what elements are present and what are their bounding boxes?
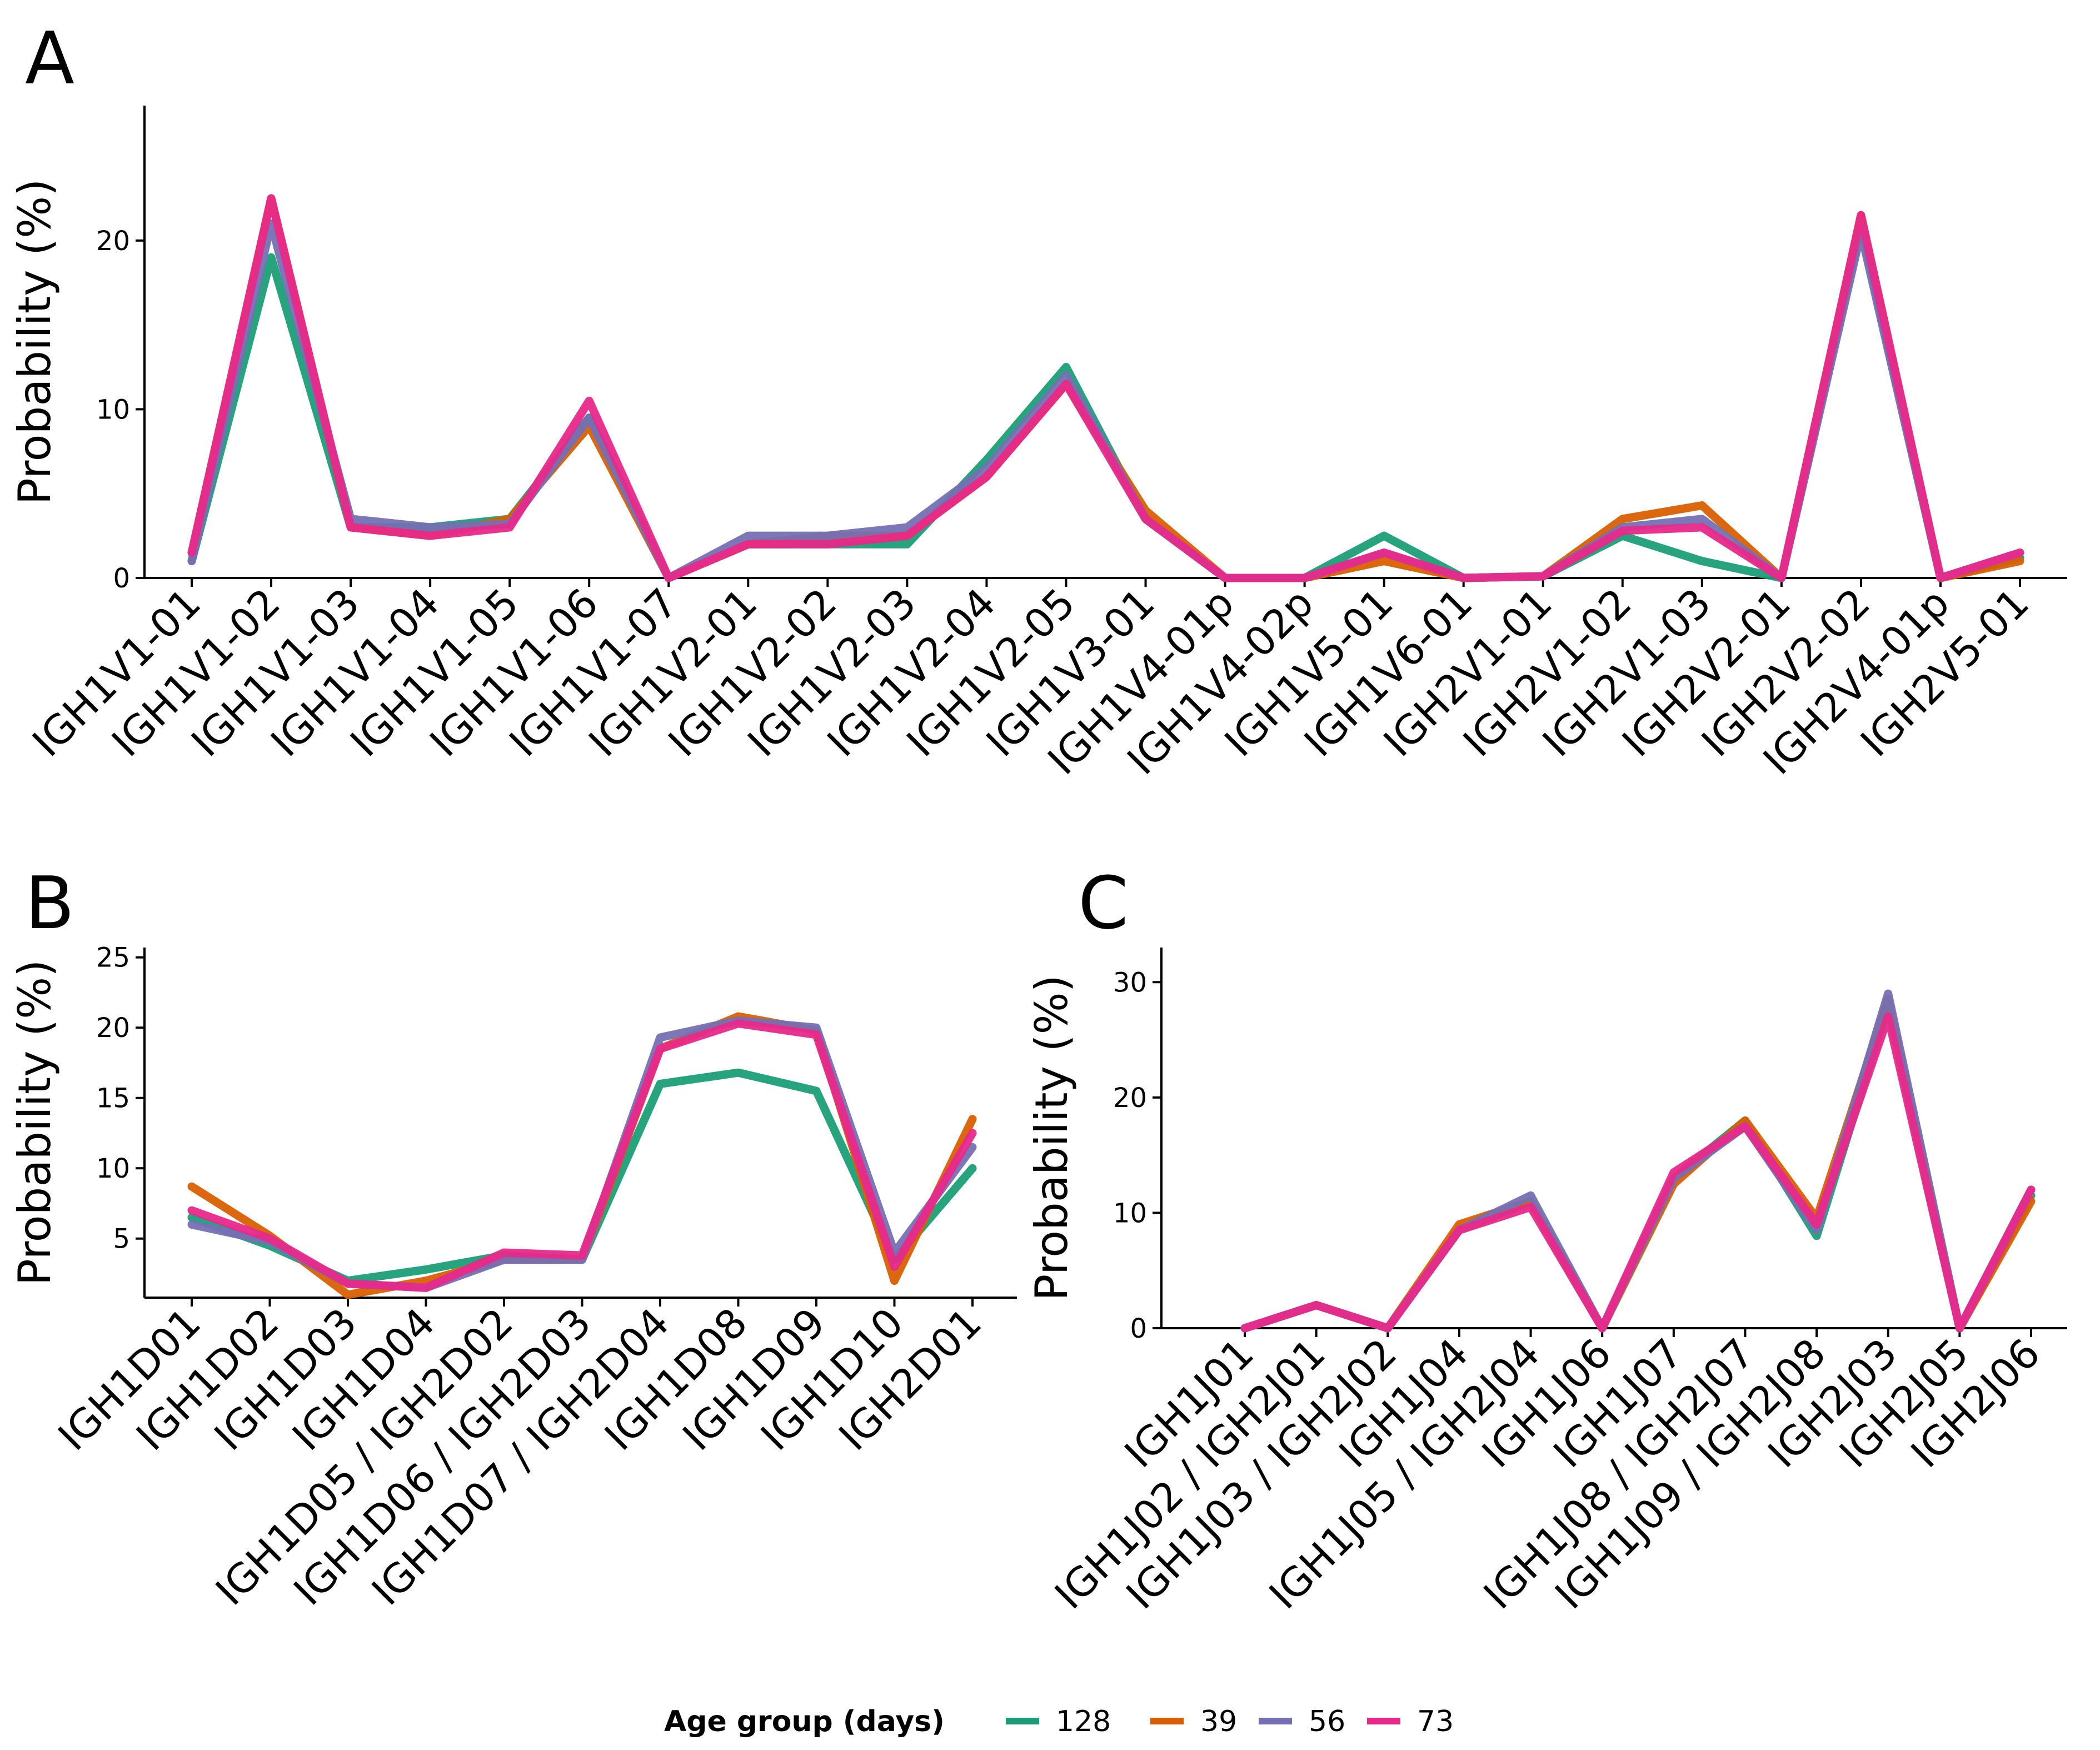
y-tick-label: 20 (96, 1013, 130, 1044)
y-tick-label: 20 (1113, 1083, 1147, 1114)
y-tick-label: 15 (96, 1083, 130, 1114)
y-tick-label: 25 (96, 943, 130, 974)
series-line-39 (1240, 995, 2036, 1333)
series-line-56 (187, 220, 2024, 582)
y-tick-label: 30 (1113, 967, 1147, 998)
legend-label-39: 39 (1200, 1705, 1237, 1738)
y-tick-label: 5 (113, 1224, 130, 1255)
series-line-73 (187, 1019, 977, 1292)
panel-letter-c: C (1078, 861, 1129, 945)
legend: Age group (days) 128 39 56 73 (664, 1705, 1454, 1738)
series-line-128 (1240, 1001, 2036, 1333)
y-tick-label: 0 (1130, 1313, 1147, 1344)
panel-letter-a: A (25, 16, 74, 101)
series-line-73 (187, 194, 2024, 582)
y-tick-label: 10 (1113, 1198, 1147, 1229)
legend-label-128: 128 (1056, 1705, 1111, 1738)
series-line-73 (1240, 1013, 2036, 1333)
y-axis-label: Probability (%) (9, 179, 61, 505)
legend-title: Age group (days) (664, 1705, 945, 1738)
panel-letter-b: B (25, 861, 74, 945)
y-axis-label: Probability (%) (1026, 975, 1078, 1301)
y-tick-label: 10 (96, 1153, 130, 1184)
y-axis-label: Probability (%) (9, 960, 61, 1286)
series-line-56 (1240, 989, 2036, 1333)
legend-label-73: 73 (1417, 1705, 1454, 1738)
legend-label-56: 56 (1309, 1705, 1345, 1738)
y-tick-label: 20 (96, 226, 130, 257)
y-tick-label: 0 (113, 563, 130, 594)
y-tick-label: 10 (96, 394, 130, 425)
